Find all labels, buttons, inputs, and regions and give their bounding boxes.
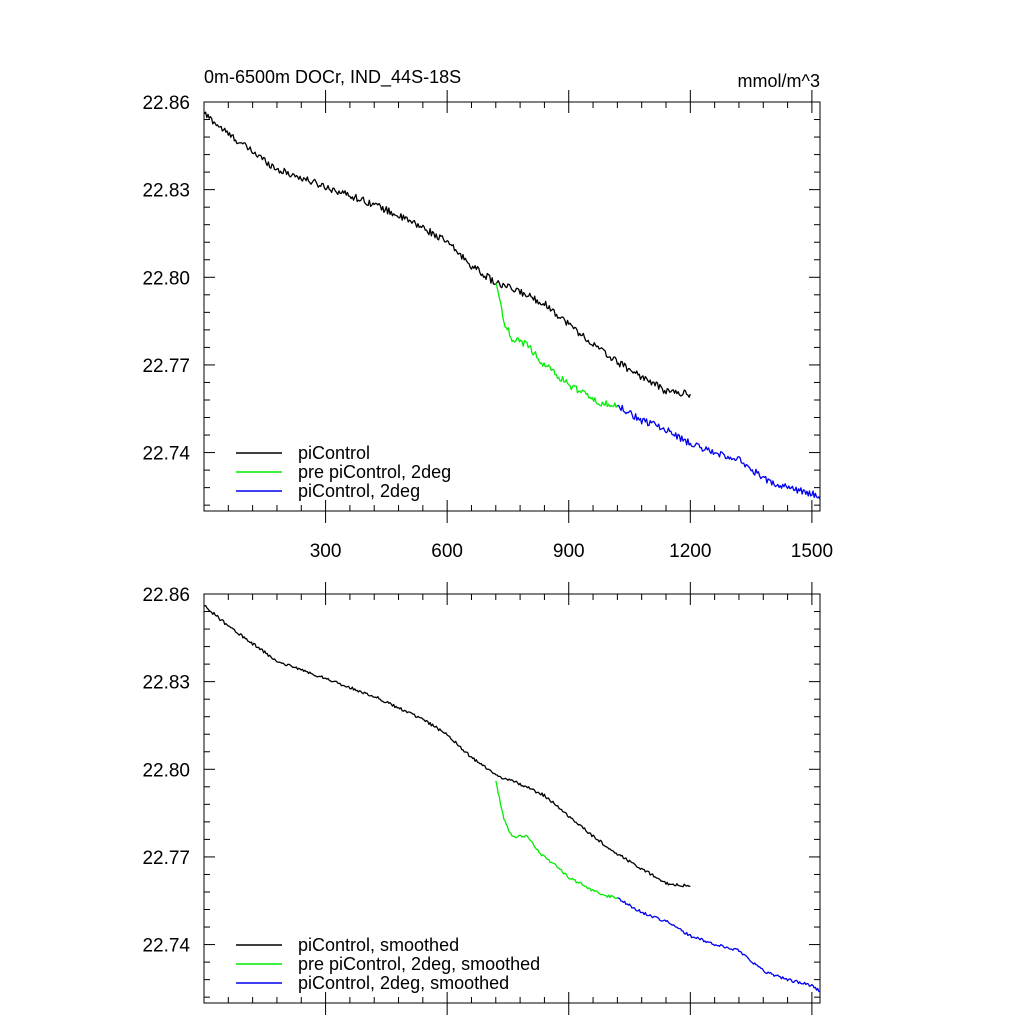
bottom-y-tick-label: 22.86 xyxy=(142,585,190,606)
top-x-tick-label: 900 xyxy=(553,541,585,562)
top-legend-label: pre piControl, 2deg xyxy=(298,462,451,482)
top-series-line xyxy=(203,111,691,398)
bottom-y-tick-label: 22.83 xyxy=(142,673,190,694)
top-series-line xyxy=(617,404,821,500)
bottom-panel: 22.86 22.83 22.80 22.77 22.74 piControl, smoo… xyxy=(142,582,821,1015)
top-legend-label: piControl xyxy=(298,443,370,463)
top-y-tick-label: 22.80 xyxy=(142,268,190,289)
top-x-tick-label: 1200 xyxy=(669,541,711,562)
top-x-tick-label: 1500 xyxy=(791,541,833,562)
bottom-series-line xyxy=(617,897,821,993)
bottom-legend-label: piControl, 2deg, smoothed xyxy=(298,973,509,993)
top-x-tick-label: 600 xyxy=(431,541,463,562)
top-series-line xyxy=(495,282,618,408)
top-x-tick-label: 300 xyxy=(310,541,342,562)
bottom-legend-label: pre piControl, 2deg, smoothed xyxy=(298,954,540,974)
bottom-y-tick-label: 22.74 xyxy=(142,936,190,957)
bottom-y-tick-label: 22.80 xyxy=(142,760,190,781)
bottom-y-tick-label: 22.77 xyxy=(142,848,190,869)
top-y-tick-label: 22.83 xyxy=(142,181,190,202)
units-label: mmol/m^3 xyxy=(738,71,820,91)
top-legend-label: piControl, 2deg xyxy=(298,481,420,501)
bottom-series-line xyxy=(204,604,691,888)
top-plot-frame xyxy=(203,101,821,512)
top-y-tick-label: 22.86 xyxy=(142,93,190,114)
top-y-tick-label: 22.77 xyxy=(142,356,190,377)
bottom-legend-label: piControl, smoothed xyxy=(298,935,459,955)
top-y-tick-label: 22.74 xyxy=(142,444,190,465)
bottom-plot-frame xyxy=(203,593,821,1004)
chart-title: 0m-6500m DOCr, IND_44S-18S xyxy=(204,67,461,88)
top-panel: 22.86 22.83 22.80 22.77 22.74 300 600 900 1200 15… xyxy=(142,90,833,562)
bottom-series-line xyxy=(495,780,618,899)
